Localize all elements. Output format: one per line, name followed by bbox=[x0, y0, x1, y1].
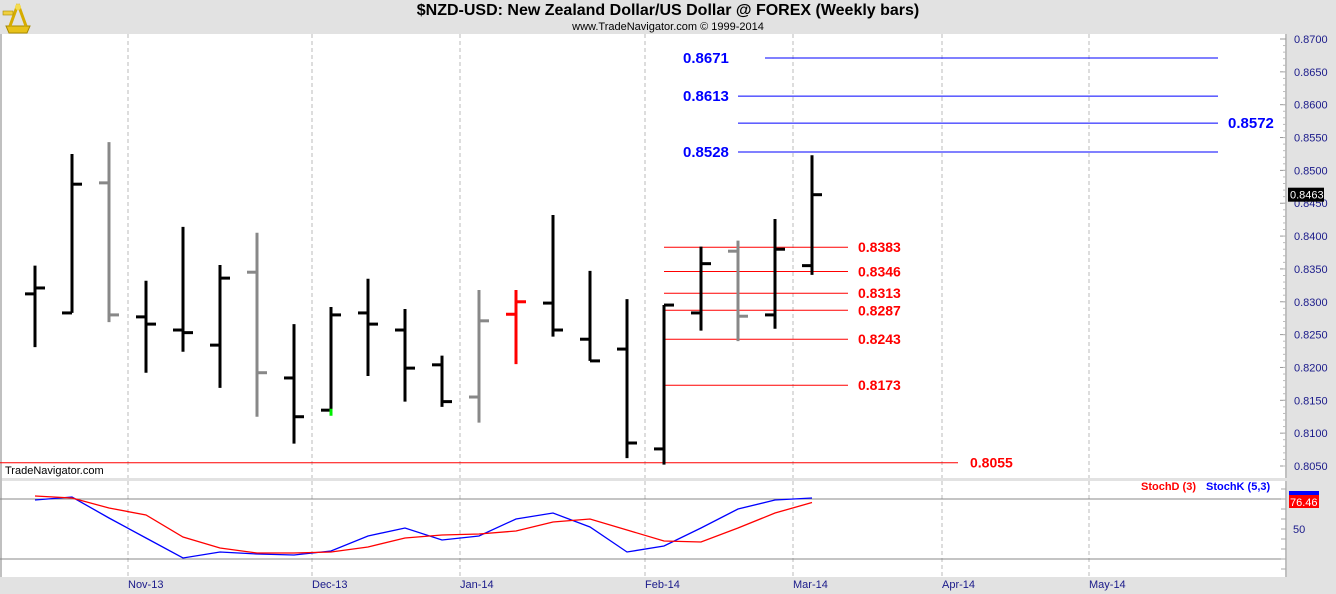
level-label: 0.8346 bbox=[858, 264, 901, 280]
y-tick-label: 0.8200 bbox=[1294, 362, 1328, 374]
ohlc-bar bbox=[173, 226, 193, 352]
ohlc-bar bbox=[395, 308, 415, 402]
x-tick-label: Dec-13 bbox=[312, 579, 347, 591]
y-tick-label: 0.8700 bbox=[1294, 34, 1328, 46]
sextant-logo bbox=[2, 3, 31, 34]
ohlc-bar bbox=[506, 289, 526, 365]
x-tick-label: Apr-14 bbox=[942, 579, 975, 591]
last-price-box bbox=[1288, 187, 1324, 202]
level-label: 0.8572 bbox=[1228, 115, 1274, 132]
ohlc-bar bbox=[99, 142, 119, 323]
logo-pivot bbox=[15, 4, 21, 10]
ohlc-bar bbox=[654, 303, 674, 465]
ohlc-bar bbox=[469, 289, 489, 423]
ohlc-bar bbox=[62, 153, 82, 315]
ohlc-bar bbox=[247, 232, 267, 417]
legend-stochd: StochD (3) bbox=[1141, 481, 1196, 493]
chart-subtitle: www.TradeNavigator.com © 1999-2014 bbox=[572, 21, 764, 33]
y-tick-label: 0.8100 bbox=[1294, 428, 1328, 440]
y-tick-label: 0.8500 bbox=[1294, 165, 1328, 177]
ohlc-bar bbox=[617, 299, 637, 459]
level-label: 0.8287 bbox=[858, 302, 901, 318]
ohlc-bar bbox=[765, 218, 785, 329]
y-tick-label: 0.8350 bbox=[1294, 264, 1328, 276]
logo-scope bbox=[2, 10, 14, 16]
ohlc-bar bbox=[691, 246, 711, 331]
level-label: 0.8313 bbox=[858, 285, 901, 301]
stochd-value-box bbox=[1289, 495, 1319, 508]
y-tick-label: 0.8650 bbox=[1294, 67, 1328, 79]
stoch-panel bbox=[0, 481, 1286, 577]
y-tick-label: 0.8400 bbox=[1294, 231, 1328, 243]
ohlc-bar bbox=[321, 307, 341, 416]
legend-stochk: StochK (5,3) bbox=[1206, 481, 1271, 493]
ohlc-bar bbox=[580, 270, 600, 363]
x-tick-label: Jan-14 bbox=[460, 579, 494, 591]
level-label: 0.8671 bbox=[683, 50, 729, 67]
stoch-line-k bbox=[34, 496, 813, 559]
logo-base bbox=[5, 25, 31, 34]
y-tick-label: 0.8600 bbox=[1294, 100, 1328, 112]
x-tick-label: Nov-13 bbox=[128, 579, 163, 591]
y-tick-label: 0.8300 bbox=[1294, 297, 1328, 309]
stochd-value-label: 76.46 bbox=[1290, 497, 1318, 509]
x-tick-label: Mar-14 bbox=[793, 579, 828, 591]
level-label: 0.8055 bbox=[970, 455, 1013, 471]
ohlc-bar bbox=[25, 265, 45, 348]
ohlc-bar bbox=[802, 155, 822, 275]
y-tick-label: 0.8250 bbox=[1294, 330, 1328, 342]
x-tick-label: Feb-14 bbox=[645, 579, 680, 591]
y-tick-label: 0.8550 bbox=[1294, 133, 1328, 145]
ohlc-bar bbox=[136, 280, 156, 373]
stoch-line-d bbox=[34, 495, 813, 554]
chart-title: $NZD-USD: New Zealand Dollar/US Dollar @… bbox=[416, 2, 920, 19]
ohlc-bar bbox=[210, 264, 230, 388]
ohlc-bar bbox=[432, 355, 452, 407]
last-price-label: 0.8463 bbox=[1290, 190, 1324, 202]
level-label: 0.8613 bbox=[683, 88, 729, 105]
ohlc-bar bbox=[728, 240, 748, 342]
stoch-y-tick-label: 50 bbox=[1293, 524, 1305, 536]
ohlc-bar bbox=[358, 278, 378, 377]
x-tick-label: May-14 bbox=[1089, 579, 1126, 591]
level-label: 0.8173 bbox=[858, 377, 901, 393]
watermark: TradeNavigator.com bbox=[5, 465, 104, 477]
ohlc-bar bbox=[284, 324, 304, 444]
level-label: 0.8243 bbox=[858, 331, 901, 347]
level-label: 0.8528 bbox=[683, 144, 729, 161]
y-tick-label: 0.8150 bbox=[1294, 395, 1328, 407]
ohlc-bar bbox=[543, 215, 563, 337]
price-panel bbox=[0, 34, 1286, 478]
level-label: 0.8383 bbox=[858, 239, 901, 255]
y-tick-label: 0.8050 bbox=[1294, 461, 1328, 473]
bar-marker bbox=[329, 408, 333, 416]
